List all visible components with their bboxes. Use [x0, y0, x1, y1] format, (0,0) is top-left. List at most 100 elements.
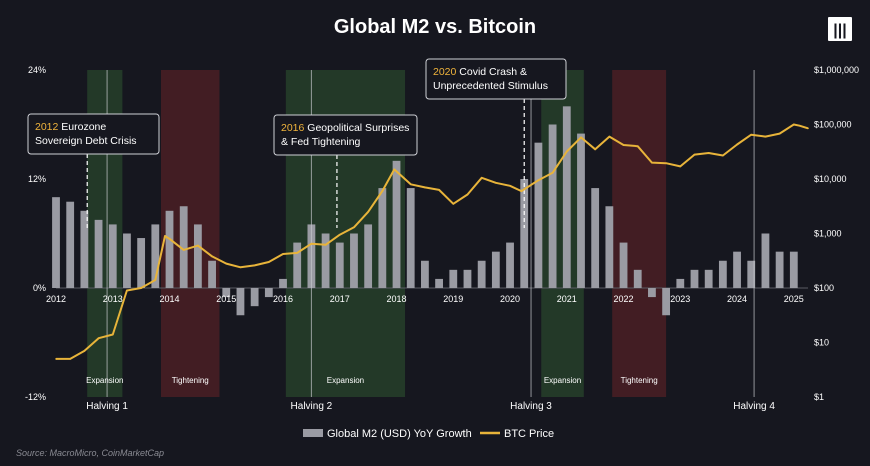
m2-bar-33	[520, 179, 529, 288]
halving-label-2: Halving 3	[510, 401, 552, 412]
btc-point-54	[798, 124, 801, 127]
btc-point-26	[409, 183, 412, 186]
m2-bar-3	[94, 219, 103, 288]
band-label-2: Expansion	[327, 376, 364, 385]
btc-price-line	[56, 123, 809, 360]
btc-point-43	[651, 161, 653, 164]
halving-label-3: Halving 4	[733, 401, 775, 412]
logo-mark: |||	[833, 22, 846, 39]
m2-bar-50	[761, 233, 770, 288]
btc-line	[55, 123, 809, 360]
btc-point-5	[126, 289, 128, 292]
m2-bar-36	[562, 106, 571, 288]
btc-point-30	[466, 193, 469, 196]
m2-bar-38	[591, 188, 600, 288]
btc-point-35	[537, 179, 540, 182]
right-tick-2: $10,000	[814, 174, 847, 184]
m2-bar-29	[463, 269, 472, 288]
annotation-line1-0: 2012 Eurozone	[35, 121, 106, 133]
m2-bar-5	[123, 233, 131, 288]
m2-bar-4	[108, 224, 117, 288]
btc-point-55	[807, 127, 809, 130]
m2-bar-23	[378, 188, 387, 288]
logo: |||	[828, 17, 852, 41]
annotation-text1-0: Eurozone	[61, 121, 106, 133]
band-tightening-4	[612, 70, 667, 397]
btc-point-1	[69, 358, 71, 360]
m2-bar-10	[193, 224, 202, 288]
m2-bar-48	[733, 251, 741, 288]
annotation-year-2: 2020	[433, 66, 459, 78]
annotation-line2-2: Unprecedented Stimulus	[433, 80, 548, 92]
m2-bar-35	[548, 124, 557, 288]
btc-point-32	[495, 182, 497, 184]
btc-point-40	[608, 135, 611, 138]
annotation-box-2	[425, 58, 567, 100]
m2-bar-30	[477, 260, 486, 288]
btc-point-51	[764, 135, 767, 138]
chart-title: Global M2 vs. Bitcoin	[334, 16, 536, 38]
btc-point-34	[520, 190, 523, 192]
x-tick-2: 2014	[159, 294, 179, 304]
annotation-box-1	[273, 114, 418, 156]
m2-bar-21	[350, 233, 358, 288]
m2-bar-9	[179, 206, 188, 288]
btc-point-22	[353, 226, 355, 229]
x-tick-10: 2022	[614, 294, 634, 304]
btc-point-19	[310, 242, 313, 245]
annotation-line1-2: 2020 Covid Crash &	[433, 66, 527, 78]
btc-point-48	[722, 154, 724, 157]
left-tick-3: -12%	[25, 392, 46, 402]
band-label-0: Expansion	[86, 376, 123, 385]
x-tick-5: 2017	[330, 294, 350, 304]
m2-bar-31	[491, 251, 500, 288]
right-tick-3: $1,000	[814, 229, 842, 239]
btc-point-38	[580, 136, 582, 139]
m2-bar-17	[293, 242, 302, 288]
x-tick-12: 2024	[727, 294, 747, 304]
annotation-line2-1: & Fed Tightening	[281, 136, 361, 148]
m2-bar-52	[789, 251, 798, 288]
btc-point-53	[793, 123, 795, 126]
btc-point-47	[707, 152, 710, 154]
left-tick-1: 12%	[28, 174, 46, 184]
x-tick-11: 2023	[670, 294, 690, 304]
annotation-text1-1: Geopolitical Surprises	[307, 122, 409, 134]
right-tick-5: $10	[814, 338, 829, 348]
m2-bar-26	[421, 260, 429, 288]
btc-point-3	[97, 337, 100, 339]
btc-point-52	[778, 132, 781, 135]
x-tick-9: 2021	[557, 294, 577, 304]
annotation-year-0: 2012	[35, 121, 61, 133]
m2-bar-51	[775, 251, 784, 288]
m2-bar-39	[605, 206, 614, 288]
right-tick-6: $1	[814, 392, 824, 402]
band-label-1: Tightening	[172, 376, 209, 385]
x-tick-8: 2020	[500, 294, 520, 304]
m2-bar-41	[633, 269, 642, 288]
btc-point-24	[381, 190, 384, 192]
btc-point-28	[438, 189, 440, 191]
btc-point-31	[480, 177, 483, 179]
btc-point-14	[239, 266, 242, 269]
annotation-line2-0: Sovereign Debt Crisis	[35, 135, 137, 147]
m2-bar-24	[392, 160, 401, 288]
btc-point-27	[424, 186, 426, 189]
btc-point-41	[622, 144, 625, 146]
btc-point-7	[154, 279, 157, 281]
m2-bar-0	[52, 197, 60, 288]
m2-bar-22	[364, 224, 373, 288]
btc-point-39	[594, 148, 596, 151]
x-tick-7: 2019	[443, 294, 463, 304]
btc-point-50	[750, 133, 753, 136]
btc-point-33	[509, 185, 511, 187]
legend-label-btc: BTC Price	[504, 428, 554, 440]
x-tick-13: 2025	[784, 294, 804, 304]
btc-point-13	[225, 262, 228, 265]
annotations: 2012 Eurozone Sovereign Debt Crisis 2016 G…	[27, 58, 567, 228]
m2-bar-45	[690, 269, 699, 288]
btc-point-8	[164, 235, 166, 237]
m2-bar-27	[435, 278, 443, 288]
btc-point-25	[393, 168, 396, 171]
